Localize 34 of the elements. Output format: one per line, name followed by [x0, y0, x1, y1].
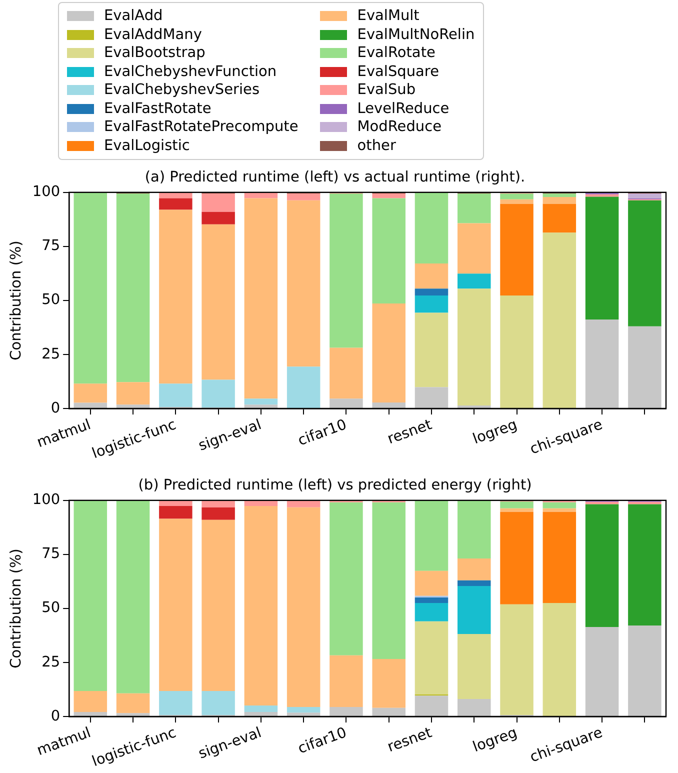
- legend-label: EvalAdd: [104, 8, 163, 24]
- y-tick-label: 50: [42, 600, 60, 616]
- legend-label: EvalChebyshevFunction: [104, 64, 277, 80]
- legend-label: EvalFastRotate: [104, 100, 212, 117]
- legend-label: EvalMultNoRelin: [357, 26, 475, 43]
- x-tick-label: resnet: [386, 724, 434, 756]
- legend-label: ModReduce: [357, 119, 442, 136]
- y-tick-label: 50: [42, 292, 60, 308]
- chart-title: (b) Predicted runtime (left) vs predicted energy (right): [138, 477, 532, 494]
- legend-label: EvalBootstrap: [104, 45, 206, 62]
- x-tick-label: logreg: [470, 724, 520, 756]
- legend-label: other: [357, 138, 396, 154]
- y-tick-label: 75: [42, 546, 60, 562]
- y-tick-label: 75: [42, 238, 60, 254]
- legend-label: EvalSquare: [357, 64, 440, 80]
- legend-label: LevelReduce: [357, 100, 450, 117]
- x-tick-label: logreg: [470, 416, 520, 448]
- y-tick-label: 0: [50, 708, 60, 724]
- y-tick-label: 25: [42, 346, 60, 362]
- y-tick-label: 0: [50, 400, 60, 416]
- y-tick-label: 100: [32, 492, 60, 508]
- legend-label: EvalChebyshevSeries: [104, 82, 260, 98]
- legend-label: EvalSub: [357, 82, 416, 98]
- y-axis-title: Contribution (%): [8, 548, 24, 668]
- y-tick-label: 25: [42, 654, 60, 670]
- y-axis-title: Contribution (%): [8, 240, 24, 360]
- legend-label: EvalRotate: [357, 45, 436, 62]
- chart-title: (a) Predicted runtime (left) vs actual runtime (right).: [144, 169, 526, 186]
- legend-label: EvalMult: [357, 8, 420, 24]
- legend-label: EvalAddMany: [104, 26, 202, 43]
- y-tick-label: 100: [32, 184, 60, 200]
- legend-label: EvalLogistic: [104, 138, 190, 154]
- legend-label: EvalFastRotatePrecompute: [104, 119, 298, 136]
- x-tick-label: resnet: [386, 416, 434, 448]
